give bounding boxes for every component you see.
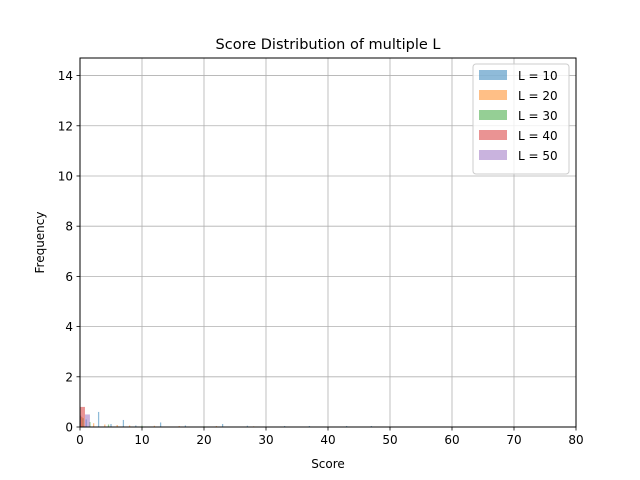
histogram-bar: [246, 425, 249, 427]
histogram-bar: [128, 425, 131, 427]
x-tick-label: 70: [506, 433, 521, 447]
legend-label: L = 50: [518, 149, 558, 163]
histogram-bar: [153, 425, 156, 427]
histogram-bar: [221, 423, 224, 427]
legend-swatch: [479, 150, 507, 160]
histogram-bar: [93, 423, 95, 427]
histogram-bar: [122, 419, 125, 427]
histogram-bar: [116, 424, 118, 427]
legend-label: L = 20: [518, 89, 558, 103]
legend-swatch: [479, 110, 507, 120]
legend-swatch: [479, 70, 507, 80]
y-axis-label: Frequency: [33, 212, 47, 274]
histogram-bar: [370, 425, 373, 427]
y-tick-label: 2: [65, 370, 73, 384]
histogram-bar: [141, 425, 143, 427]
histogram-bar: [135, 425, 137, 427]
axis-ticks: 0 10 20 30 40 50 60 70 80 0 2 4 6 8 10 12 14: [58, 69, 584, 447]
histogram-bar: [107, 424, 110, 427]
histogram-bar: [178, 425, 180, 427]
histogram-bar: [345, 425, 348, 427]
histogram-bars: [80, 406, 373, 427]
legend-label: L = 40: [518, 129, 558, 143]
histogram-bar: [283, 425, 286, 427]
x-tick-label: 30: [258, 433, 273, 447]
x-tick-label: 0: [76, 433, 84, 447]
legend-label: L = 10: [518, 69, 558, 83]
chart-title: Score Distribution of multiple L: [216, 37, 441, 53]
y-tick-label: 6: [65, 270, 73, 284]
histogram-bar: [308, 425, 311, 427]
legend-items: L = 10 L = 20 L = 30 L = 40 L = 50: [479, 69, 558, 163]
legend-swatch: [479, 130, 507, 140]
legend: L = 10 L = 20 L = 30 L = 40 L = 50: [472, 63, 570, 175]
histogram-bar: [104, 424, 106, 427]
y-tick-label: 14: [58, 69, 73, 83]
y-tick-label: 10: [58, 169, 73, 183]
x-tick-label: 80: [568, 433, 583, 447]
legend-swatch: [479, 90, 507, 100]
histogram-bar: [159, 422, 162, 427]
x-tick-label: 20: [196, 433, 211, 447]
histogram-bar: [184, 425, 187, 427]
y-tick-label: 8: [65, 220, 73, 234]
x-axis-label: Score: [311, 457, 345, 471]
y-tick-label: 0: [65, 421, 73, 435]
y-tick-label: 4: [65, 320, 73, 334]
x-tick-label: 50: [382, 433, 397, 447]
x-tick-label: 60: [444, 433, 459, 447]
histogram-bar: [110, 423, 112, 427]
x-tick-label: 10: [134, 433, 149, 447]
histogram-bar: [84, 414, 90, 427]
histogram-bar: [215, 425, 218, 427]
histogram-bar: [80, 406, 85, 427]
x-tick-label: 40: [320, 433, 335, 447]
legend-label: L = 30: [518, 109, 558, 123]
y-tick-label: 12: [58, 119, 73, 133]
histogram-bar: [97, 411, 100, 427]
